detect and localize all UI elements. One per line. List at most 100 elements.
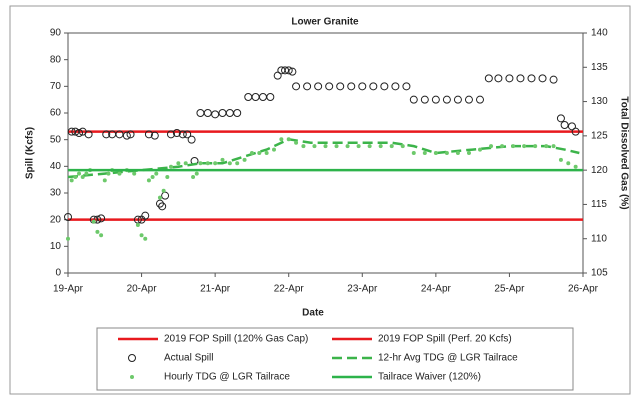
tdg-marker [389, 144, 394, 149]
x-tick-label: 23-Apr [347, 284, 378, 295]
spill-marker [484, 74, 493, 83]
tdg-marker [294, 140, 299, 145]
spill-marker [402, 82, 411, 91]
spill-marker [211, 110, 220, 119]
tdg-marker [400, 144, 405, 149]
y-tick-label: 30 [50, 188, 62, 199]
y-tick-label: 80 [50, 54, 62, 65]
legend-label: Actual Spill [164, 353, 213, 364]
tdg-marker [132, 171, 137, 176]
tdg-marker [198, 161, 203, 166]
spill-marker [178, 130, 187, 139]
tdg-marker [489, 144, 494, 149]
spill-marker [560, 121, 569, 129]
spill-marker [161, 191, 170, 200]
tdg-marker [444, 151, 449, 155]
spill-marker [288, 67, 297, 76]
spill-marker [281, 66, 290, 75]
tdg-marker [99, 233, 104, 238]
tdg-marker [573, 164, 578, 169]
spill-marker [442, 95, 451, 104]
tdg-marker [102, 178, 107, 183]
tdg-marker [161, 188, 166, 193]
tdg-marker [106, 171, 111, 176]
spill-marker [64, 213, 72, 221]
spill-marker [244, 93, 253, 101]
y-tick-label: 60 [50, 108, 62, 119]
spill-marker [494, 74, 503, 83]
y2-tick-label: 130 [591, 96, 608, 107]
spill-marker [358, 82, 367, 91]
spill-marker [409, 95, 418, 104]
tdg-marker [213, 161, 218, 166]
spill-marker [325, 82, 334, 91]
y-tick-label: 10 [50, 241, 62, 252]
spill-marker [476, 95, 484, 104]
spill-marker [196, 109, 205, 117]
tdg-marker [301, 144, 306, 149]
spill-marker [75, 129, 84, 137]
tdg-marker [194, 171, 199, 176]
tdg-marker [356, 144, 361, 149]
spill-marker [464, 95, 473, 104]
tdg-marker [544, 144, 549, 149]
spill-marker [258, 93, 267, 101]
tdg-marker [522, 144, 527, 149]
tdg-marker [345, 144, 350, 149]
spill-marker [505, 74, 514, 83]
spill-marker [84, 130, 93, 139]
x-tick-label: 22-Apr [274, 284, 305, 295]
spill-marker [67, 127, 76, 136]
chart-frame [9, 5, 631, 395]
spill-marker [567, 122, 576, 131]
tdg-marker [558, 157, 563, 162]
tdg-marker [157, 195, 162, 200]
spill-marker [144, 130, 153, 139]
spill-marker [314, 82, 323, 91]
tdg-marker [80, 175, 85, 179]
tdg-marker [264, 151, 269, 155]
x-tick-label: 25-Apr [494, 284, 525, 295]
legend-label: 12-hr Avg TDG @ LGR Tailrace [378, 353, 518, 364]
spill-marker [538, 74, 547, 83]
spill-marker [172, 129, 181, 137]
tdg-marker [95, 229, 100, 234]
spill-marker [158, 202, 167, 211]
spill-marker [292, 82, 301, 91]
tdg-marker [286, 137, 291, 142]
tdg-marker [411, 151, 416, 155]
spill-marker [284, 66, 293, 75]
y2-tick-label: 115 [591, 199, 607, 210]
spill-marker [336, 82, 345, 91]
spill-marker [187, 135, 196, 144]
legend-label: Hourly TDG @ LGR Tailrace [164, 372, 290, 383]
tdg-marker [334, 144, 339, 149]
tdg-marker [566, 161, 571, 166]
y-axis-title: Spill (Kcfs) [25, 127, 36, 179]
spill-marker [233, 109, 242, 117]
spill-marker [527, 74, 536, 83]
tdg-marker [176, 161, 181, 166]
spill-marker [155, 199, 164, 208]
y-tick-label: 90 [50, 28, 62, 39]
tdg-marker [272, 147, 276, 152]
tdg-marker [205, 161, 210, 166]
spill-marker [453, 95, 462, 104]
spill-marker [266, 93, 275, 101]
tdg-marker [455, 151, 460, 155]
legend-swatch [130, 375, 134, 379]
legend-label: 2019 FOP Spill (Perf. 20 Kcfs) [378, 334, 512, 345]
spill-marker [556, 114, 565, 123]
spill-marker [115, 130, 124, 139]
tdg-marker [551, 144, 556, 149]
spill-marker [102, 130, 111, 139]
spill-marker [141, 211, 150, 220]
tdg-marker [378, 144, 383, 149]
tdg-marker [533, 144, 538, 149]
tdg-marker [77, 171, 82, 176]
legend-label: Tailrace Waiver (120%) [378, 372, 481, 383]
tdg-marker [143, 236, 148, 241]
tdg-marker [69, 178, 74, 183]
y2-tick-label: 105 [591, 268, 608, 279]
